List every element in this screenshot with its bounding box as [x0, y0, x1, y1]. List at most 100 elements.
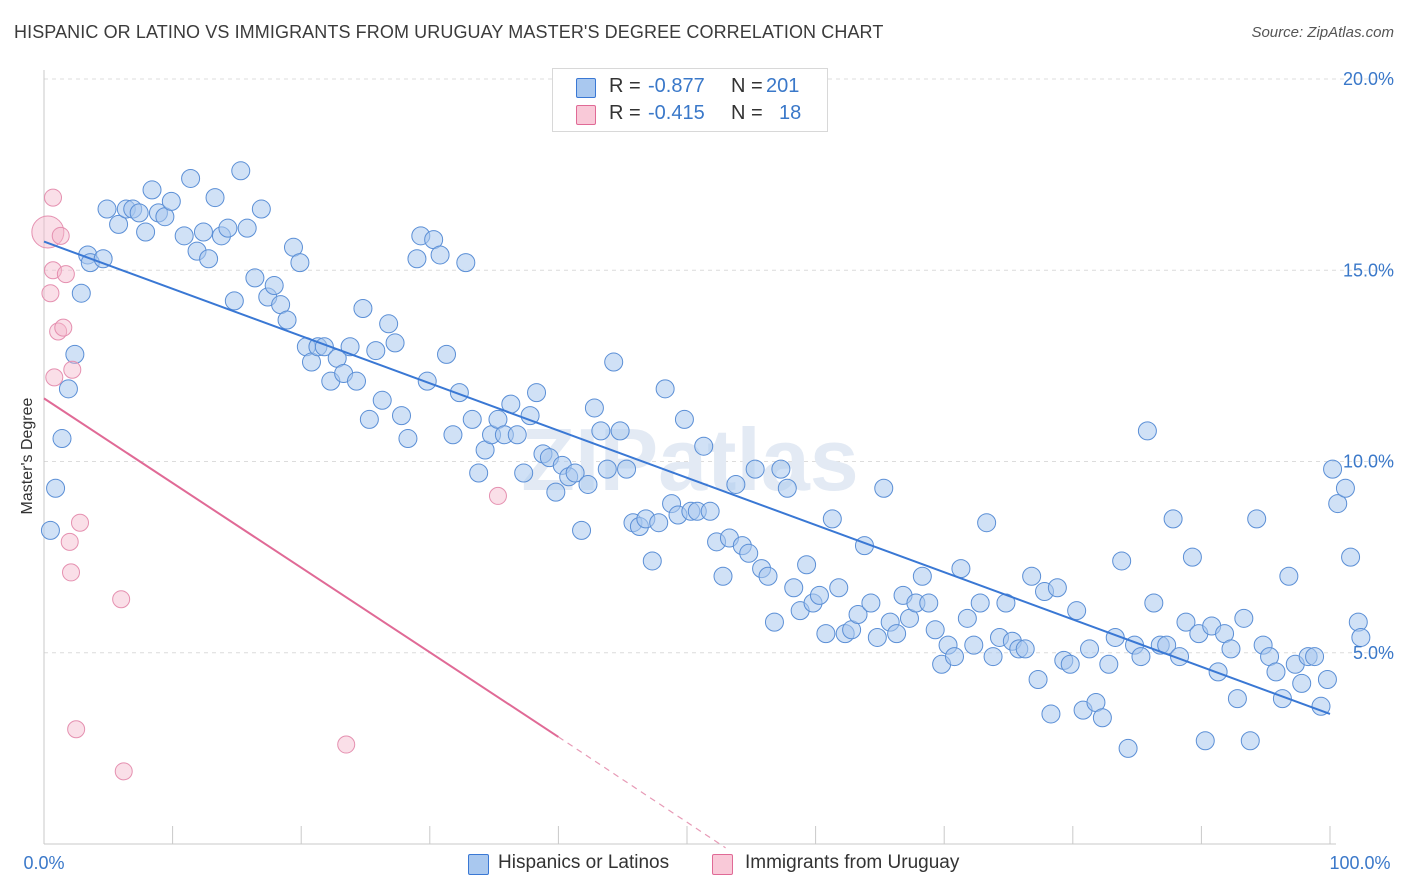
data-point-hispanics	[398, 429, 418, 449]
data-point-hispanics	[507, 425, 527, 445]
data-point-hispanics	[514, 463, 534, 483]
data-point-hispanics	[944, 647, 964, 667]
data-point-hispanics	[784, 578, 804, 598]
data-point-hispanics	[1341, 547, 1361, 567]
data-point-uruguay	[112, 590, 131, 609]
trend-line-uruguay	[43, 397, 559, 738]
data-point-hispanics	[1335, 478, 1355, 498]
data-point-hispanics	[71, 283, 91, 303]
data-point-hispanics	[655, 379, 675, 399]
y-axis-label: Master's Degree	[19, 397, 36, 514]
data-point-hispanics	[604, 352, 624, 372]
data-point-uruguay	[45, 368, 64, 387]
data-point-hispanics	[456, 253, 476, 273]
data-point-hispanics	[346, 371, 366, 391]
data-point-uruguay	[63, 360, 82, 379]
data-point-hispanics	[912, 566, 932, 586]
data-point-uruguay	[41, 284, 60, 303]
data-point-hispanics	[129, 203, 149, 223]
data-point-hispanics	[161, 191, 181, 211]
data-point-hispanics	[1305, 647, 1325, 667]
data-point-hispanics	[951, 559, 971, 579]
data-point-hispanics	[251, 199, 271, 219]
data-point-uruguay	[71, 513, 90, 532]
data-point-hispanics	[739, 543, 759, 563]
chart-title: HISPANIC OR LATINO VS IMMIGRANTS FROM UR…	[14, 22, 884, 42]
data-point-hispanics	[1144, 593, 1164, 613]
data-point-hispanics	[565, 463, 585, 483]
data-point-hispanics	[957, 608, 977, 628]
data-point-hispanics	[1080, 639, 1100, 659]
legend-swatch-pink	[576, 105, 596, 125]
data-point-hispanics	[245, 268, 265, 288]
data-point-hispanics	[674, 409, 694, 429]
data-point-hispanics	[591, 421, 611, 441]
data-point-hispanics	[1317, 670, 1337, 690]
bottom-legend-label: Hispanics or Latinos	[498, 852, 670, 873]
data-point-hispanics	[462, 409, 482, 429]
legend-row-uruguay: R = -0.415 N = 18	[553, 102, 827, 128]
data-point-hispanics	[642, 551, 662, 571]
data-point-hispanics	[437, 344, 457, 364]
data-point-hispanics	[867, 627, 887, 647]
data-point-hispanics	[1247, 509, 1267, 529]
data-point-uruguay	[60, 532, 79, 551]
data-point-hispanics	[1292, 673, 1312, 693]
data-point-hispanics	[520, 406, 540, 426]
data-point-hispanics	[700, 501, 720, 521]
data-point-hispanics	[527, 383, 547, 403]
data-point-hispanics	[970, 593, 990, 613]
y-tick-label: 20.0%	[1343, 69, 1394, 89]
y-tick-labels: 5.0% 10.0% 15.0% 20.0%	[1343, 69, 1394, 663]
data-point-hispanics	[392, 406, 412, 426]
x-tick-label-max: 100.0%	[1329, 853, 1390, 873]
data-point-hispanics	[1328, 494, 1348, 514]
data-point-hispanics	[829, 578, 849, 598]
data-point-hispanics	[848, 605, 868, 624]
data-point-hispanics	[861, 593, 881, 613]
data-point-hispanics	[578, 474, 598, 494]
data-point-hispanics	[372, 390, 392, 410]
data-point-hispanics	[385, 333, 405, 353]
series-uruguay-points	[31, 188, 507, 781]
data-point-hispanics	[366, 341, 386, 361]
data-point-hispanics	[1182, 547, 1202, 567]
data-point-hispanics	[874, 478, 894, 498]
trend-line-uruguay-extension	[558, 736, 726, 849]
bottom-legend-swatch-blue	[468, 854, 489, 875]
data-point-hispanics	[610, 421, 630, 441]
data-point-hispanics	[443, 425, 463, 445]
data-point-hispanics	[417, 371, 437, 391]
data-point-uruguay	[31, 215, 65, 249]
data-point-uruguay	[51, 226, 70, 245]
legend-n-label: N =	[731, 102, 763, 124]
y-tick-label: 15.0%	[1343, 260, 1394, 280]
data-point-hispanics	[1022, 566, 1042, 586]
data-point-hispanics	[584, 398, 604, 418]
data-point-hispanics	[174, 226, 194, 246]
data-point-uruguay	[488, 486, 507, 505]
data-point-hispanics	[822, 509, 842, 529]
data-point-hispanics	[46, 478, 66, 498]
data-point-hispanics	[1028, 670, 1048, 690]
data-point-hispanics	[97, 199, 117, 219]
data-point-hispanics	[407, 249, 427, 269]
data-point-hispanics	[109, 214, 129, 234]
bottom-legend-swatch-pink	[712, 854, 733, 875]
data-point-hispanics	[430, 245, 450, 265]
source-label: Source: ZipAtlas.com	[1251, 24, 1394, 41]
data-point-hispanics	[340, 337, 360, 357]
trend-line-hispanics	[43, 240, 1331, 715]
axes	[43, 70, 1336, 845]
data-point-hispanics	[231, 161, 251, 181]
data-point-hispanics	[649, 513, 669, 533]
legend-row-hispanics: R = -0.877 N = 201	[553, 75, 827, 101]
data-point-hispanics	[1118, 738, 1138, 758]
y-tick-label: 10.0%	[1343, 452, 1394, 472]
data-point-hispanics	[809, 585, 829, 605]
data-point-hispanics	[224, 291, 244, 311]
data-point-hispanics	[919, 593, 939, 613]
data-point-hispanics	[764, 612, 784, 632]
data-point-hispanics	[1060, 654, 1080, 674]
data-point-hispanics	[1234, 608, 1254, 628]
